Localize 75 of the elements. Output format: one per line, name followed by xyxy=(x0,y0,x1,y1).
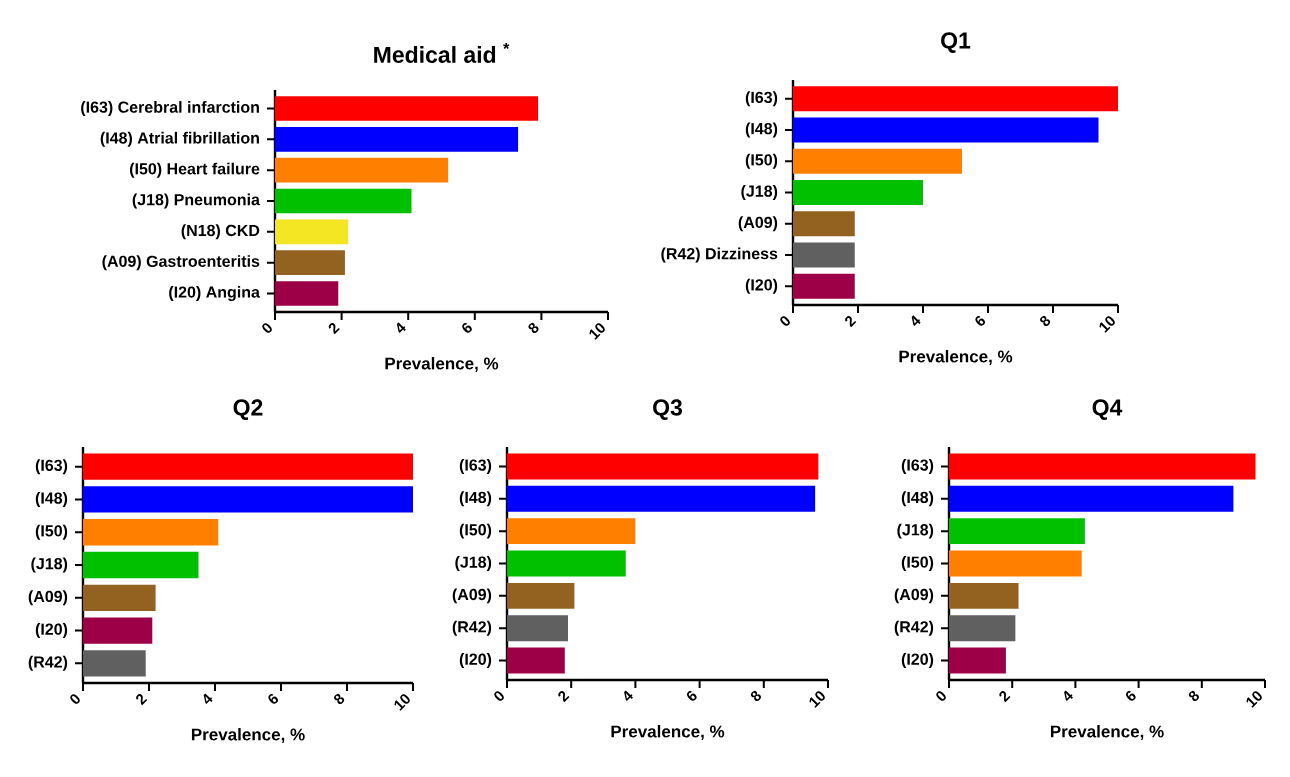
x-tick-label: 2 xyxy=(136,693,148,706)
x-tick-label: 2 xyxy=(558,690,570,703)
y-tick-label: (I63) xyxy=(459,458,492,474)
x-tick-label: 6 xyxy=(687,690,697,701)
x-tick-label: 4 xyxy=(1064,690,1074,701)
x-tick-label: 6 xyxy=(268,693,279,704)
y-tick-label: (A09) xyxy=(894,588,934,604)
chart-title: Q3 xyxy=(653,399,683,420)
x-tick-label: 10 xyxy=(1246,691,1262,708)
y-tick-label: (I50) xyxy=(35,524,68,540)
x-tick-label: 6 xyxy=(975,315,986,326)
y-tick-label: (I48) xyxy=(745,122,778,138)
y-tick-label: (I20) xyxy=(745,278,778,294)
y-tick-label: (I20) xyxy=(901,653,934,669)
x-tick-label: 4 xyxy=(203,693,213,704)
chart-title: Medical aid $^{*}$ xyxy=(374,42,510,63)
x-axis-title: Prevalence, % xyxy=(385,357,499,372)
x-axis-title: Prevalence, % xyxy=(191,728,305,743)
x-tick-label: 0 xyxy=(262,323,272,333)
y-tick-label: (I63) xyxy=(901,458,934,474)
y-tick-label: (I20) Angina xyxy=(169,285,261,301)
x-tick-label: 8 xyxy=(1188,690,1199,702)
y-tick-label: (I50) xyxy=(901,556,934,571)
x-tick-label: 0 xyxy=(780,316,790,326)
y-tick-label: (I50) xyxy=(459,523,492,539)
y-tick-label: (I50) Heart failure xyxy=(130,162,260,178)
y-tick-label: (I63) Cerebral infarction xyxy=(81,101,259,116)
x-tick-label: 2 xyxy=(328,322,340,335)
x-tick-label: 0 xyxy=(70,694,80,704)
y-tick-label: (I48) xyxy=(35,491,68,507)
x-tick-label: 8 xyxy=(750,690,761,702)
x-axis-title: Prevalence, % xyxy=(1050,725,1164,740)
y-tick-label: (A09) Gastroenteritis xyxy=(102,255,260,271)
y-tick-label: (J18) xyxy=(31,557,68,573)
x-tick-label: 6 xyxy=(1126,690,1136,701)
chart-title: Q2 xyxy=(233,399,263,420)
y-tick-label: (R42) xyxy=(28,655,68,671)
y-tick-label: (A09) xyxy=(738,216,778,232)
y-tick-label: (N18) CKD xyxy=(181,224,260,240)
y-tick-label: (I20) xyxy=(459,653,492,669)
y-tick-label: (I20) xyxy=(35,623,68,639)
x-tick-label: 8 xyxy=(334,693,345,705)
y-tick-label: (R42) Dizziness xyxy=(661,247,778,263)
x-tick-label: 4 xyxy=(624,690,634,701)
y-tick-label: (J18) xyxy=(455,556,492,571)
x-tick-label: 0 xyxy=(936,691,946,701)
x-tick-label: 4 xyxy=(911,315,921,326)
x-axis-title: Prevalence, % xyxy=(899,350,1013,365)
y-tick-label: (I48) xyxy=(459,491,492,507)
x-tick-label: 10 xyxy=(809,691,825,708)
y-tick-label: (I50) xyxy=(745,153,778,169)
y-tick-label: (R42) xyxy=(452,620,492,636)
y-tick-label: (J18) xyxy=(741,185,778,200)
y-tick-label: (I63) xyxy=(745,91,778,107)
x-tick-label: 4 xyxy=(396,322,406,333)
x-tick-label: 10 xyxy=(589,323,605,340)
x-tick-label: 6 xyxy=(462,322,472,333)
x-tick-label: 2 xyxy=(999,690,1011,703)
y-tick-label: (R42) xyxy=(894,620,934,636)
x-tick-label: 0 xyxy=(494,691,504,701)
x-tick-label: 10 xyxy=(394,694,410,711)
y-tick-label: (A09) xyxy=(452,588,492,604)
y-tick-label: (J18) xyxy=(897,523,934,539)
x-tick-label: 2 xyxy=(845,315,857,328)
x-tick-label: 10 xyxy=(1099,316,1115,333)
x-tick-label: 8 xyxy=(1040,315,1051,327)
y-tick-label: (I48) Atrial fibrillation xyxy=(100,131,259,147)
y-tick-label: (A09) xyxy=(28,590,68,606)
chart-title: Q1 xyxy=(941,32,971,53)
y-tick-label: (I48) xyxy=(901,491,934,507)
y-tick-label: (J18) Pneumonia xyxy=(132,193,261,209)
x-tick-label: 8 xyxy=(528,322,539,334)
chart-title: Q4 xyxy=(1092,399,1123,420)
y-tick-label: (I63) xyxy=(35,459,68,475)
x-axis-title: Prevalence, % xyxy=(611,725,725,740)
